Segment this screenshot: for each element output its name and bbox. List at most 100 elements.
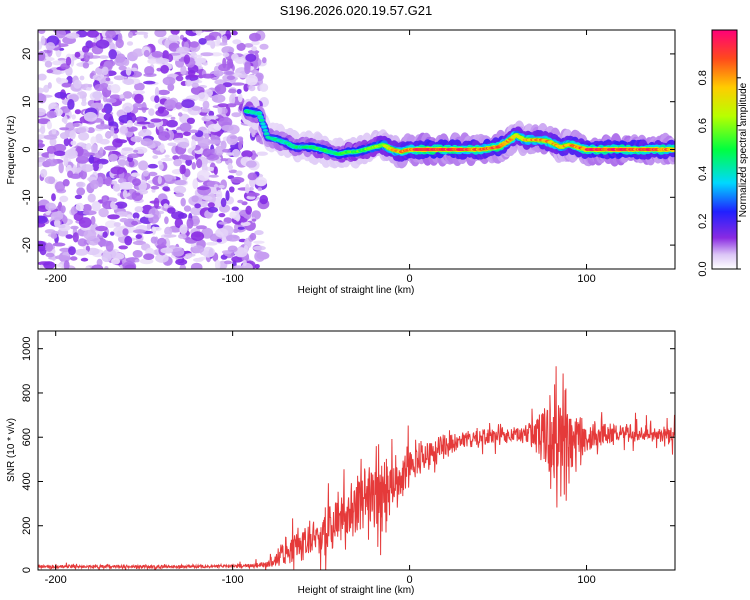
noise-blob [175,75,184,82]
ridge-cell [256,112,262,116]
noise-blob [197,137,212,147]
noise-blob [171,247,185,257]
y-tick-label: 0 [21,146,33,152]
noise-blob [242,259,247,266]
noise-blob [53,143,67,152]
x-tick-label: -100 [222,574,244,586]
noise-blob [55,77,62,83]
noise-blob [218,117,233,128]
noise-blob [173,158,183,167]
noise-blob [81,164,94,173]
noise-blob [76,181,86,188]
noise-blob [191,82,199,88]
noise-blob [185,253,196,257]
noise-blob [78,217,92,228]
noise-blob [251,40,260,46]
noise-blob [247,172,257,181]
noise-blob [218,213,226,218]
noise-blob [132,48,144,57]
noise-blob [45,242,54,252]
noise-blob [79,75,85,81]
noise-blob [237,74,250,79]
ridge-cell [261,125,267,129]
noise-blob [259,194,269,205]
noise-blob [234,57,246,64]
noise-blob [80,257,89,262]
noise-blob [155,58,170,64]
noise-blob [226,75,236,80]
noise-blob [137,107,149,111]
noise-blob [152,155,159,159]
noise-blob [116,211,128,217]
noise-blob [183,131,191,137]
noise-blob [206,149,213,153]
noise-blob [60,205,66,214]
noise-blob [38,87,45,94]
noise-blob [88,155,95,164]
noise-blob [185,158,193,166]
noise-blob [227,162,233,171]
noise-blob [68,246,76,256]
noise-blob [198,38,207,45]
noise-blob [69,130,76,140]
colorbar-ticks: 0.0 0.2 0.4 0.6 0.8 [697,70,741,277]
noise-blob [132,229,146,234]
noise-blob [82,62,90,69]
noise-blob [39,126,46,134]
noise-blob [170,116,176,120]
noise-blob [45,158,58,167]
noise-blob [54,91,67,99]
noise-blob [38,93,47,104]
noise-blob [39,264,44,269]
noise-blob [65,234,74,239]
noise-blob [191,106,202,111]
noise-blob [126,214,133,219]
noise-blob [38,222,46,228]
snr-frame [37,330,676,571]
noise-blob [126,41,134,46]
noise-blob [46,69,54,74]
noise-blob [208,110,215,117]
noise-blob [133,90,145,95]
noise-blob [220,197,227,208]
noise-blob [180,65,187,75]
x-tick-label: 0 [407,273,413,285]
noise-blob [119,94,125,99]
noise-blob [44,60,53,68]
spectrogram-ylabel: Frequency (Hz) [6,116,17,185]
noise-blob [214,145,224,156]
noise-blob [104,266,109,269]
noise-blob [225,190,230,202]
noise-blob [47,82,52,89]
noise-blob [40,35,46,46]
noise-blob [186,217,194,229]
noise-blob [94,152,104,159]
noise-blob [73,127,87,133]
noise-blob [154,86,160,98]
noise-blob [179,264,187,269]
noise-blob [90,179,99,190]
noise-blob [157,89,170,96]
noise-blob [70,225,79,230]
noise-blob [86,52,93,56]
noise-blob [218,221,228,225]
noise-blob [38,143,45,148]
noise-blob [197,92,209,102]
noise-blob [62,179,70,187]
noise-blob [208,174,219,178]
noise-blob [202,62,208,66]
noise-blob [112,138,123,148]
noise-blob [213,166,218,176]
noise-blob [50,211,64,221]
noise-blob [177,141,190,148]
noise-blob [192,245,205,254]
noise-blob [46,49,52,54]
noise-blob [101,66,109,76]
noise-blob [237,136,244,142]
noise-blob [114,201,128,209]
noise-blob [147,122,156,128]
noise-blob [200,52,214,57]
noise-blob [127,153,140,159]
noise-blob [86,30,100,38]
noise-blob [158,131,171,141]
